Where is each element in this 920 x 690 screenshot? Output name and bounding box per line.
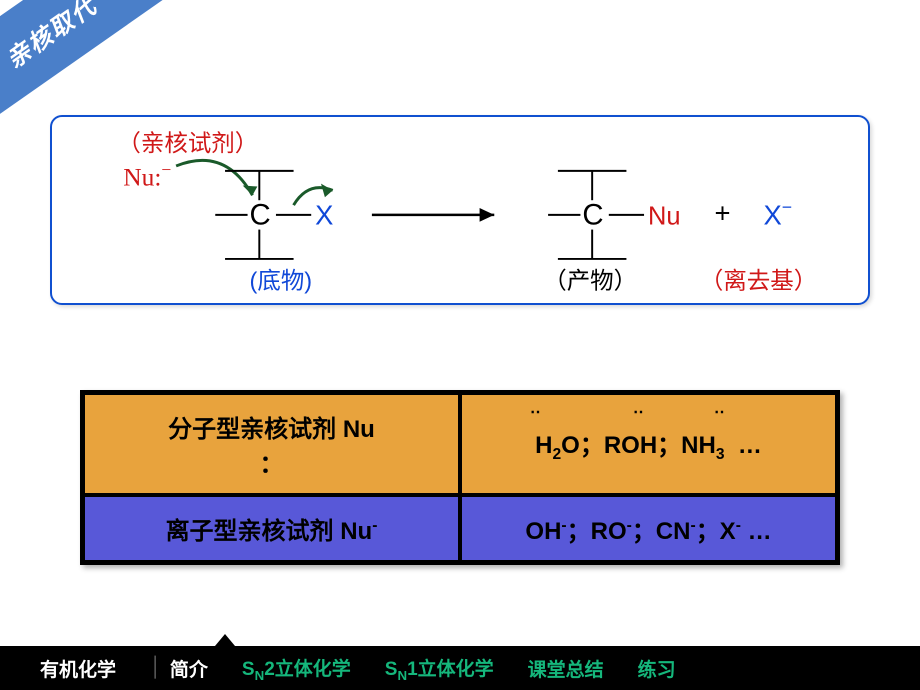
nucleophile-label: （亲核试剂）: [117, 130, 258, 156]
nu-text: Nu:−: [123, 160, 171, 192]
cell-text: 分子型亲核试剂 Nu: [168, 416, 375, 443]
lone-pair-dots: ‥: [530, 401, 541, 417]
nav-active-indicator: [215, 634, 235, 646]
reaction-scheme-box: （亲核试剂） Nu:− C X (底物) C Nu + X− （产物）: [50, 115, 870, 305]
cell-text: 离子型亲核试剂 Nu-: [166, 511, 378, 546]
substrate-label: (底物): [250, 267, 313, 293]
cell-molecular-nu-label: 分子型亲核试剂 Nu ：: [83, 393, 460, 495]
plus-sign: +: [715, 198, 731, 229]
table-row: 分子型亲核试剂 Nu ： ‥ ‥ ‥ H2O；ROH；NH3 …: [83, 393, 837, 495]
cell-text: OH-；RO-；CN-；X- …: [525, 511, 771, 546]
reaction-svg: （亲核试剂） Nu:− C X (底物) C Nu + X− （产物）: [52, 117, 868, 303]
nav-item-sn2[interactable]: SN2立体化学: [242, 654, 351, 683]
leaving-group-label: （离去基）: [700, 267, 817, 293]
cell-text: H2O；ROH；NH3 …: [535, 425, 762, 464]
carbon-2: C: [582, 199, 603, 232]
nav-item-summary[interactable]: 课堂总结: [528, 655, 604, 682]
carbon-1: C: [250, 199, 271, 232]
bottom-nav: 有机化学 │ 简介 SN2立体化学 SN1立体化学 课堂总结 练习: [0, 646, 920, 690]
cell-text: ：: [259, 451, 283, 478]
cell-ionic-nu-examples: OH-；RO-；CN-；X- …: [460, 495, 837, 562]
lone-pair-dots: ‥: [714, 401, 725, 417]
nav-item-sn1[interactable]: SN1立体化学: [385, 654, 494, 683]
corner-ribbon: 亲核取代: [0, 0, 163, 126]
nav-item-organic-chem[interactable]: 有机化学: [40, 655, 116, 682]
nav-item-exercise[interactable]: 练习: [638, 655, 676, 682]
cell-ionic-nu-label: 离子型亲核试剂 Nu-: [83, 495, 460, 562]
reaction-arrow-head: [480, 208, 495, 222]
lone-pair-dots: ‥: [633, 401, 644, 417]
nucleophile-table: 分子型亲核试剂 Nu ： ‥ ‥ ‥ H2O；ROH；NH3 … 离子型亲核试剂…: [80, 390, 840, 565]
nav-item-intro[interactable]: 简介: [170, 655, 208, 682]
x-leaving: X: [315, 200, 333, 231]
nav-divider: │: [150, 657, 162, 679]
arrow-head-2: [321, 184, 333, 198]
x-anion: X−: [763, 197, 792, 231]
table-row: 离子型亲核试剂 Nu- OH-；RO-；CN-；X- …: [83, 495, 837, 562]
nu-product: Nu: [648, 203, 681, 231]
cell-molecular-nu-examples: ‥ ‥ ‥ H2O；ROH；NH3 …: [460, 393, 837, 495]
ribbon-text: 亲核取代: [0, 0, 103, 74]
curved-arrow-nu: [176, 160, 252, 195]
product-label: （产物）: [543, 267, 637, 293]
